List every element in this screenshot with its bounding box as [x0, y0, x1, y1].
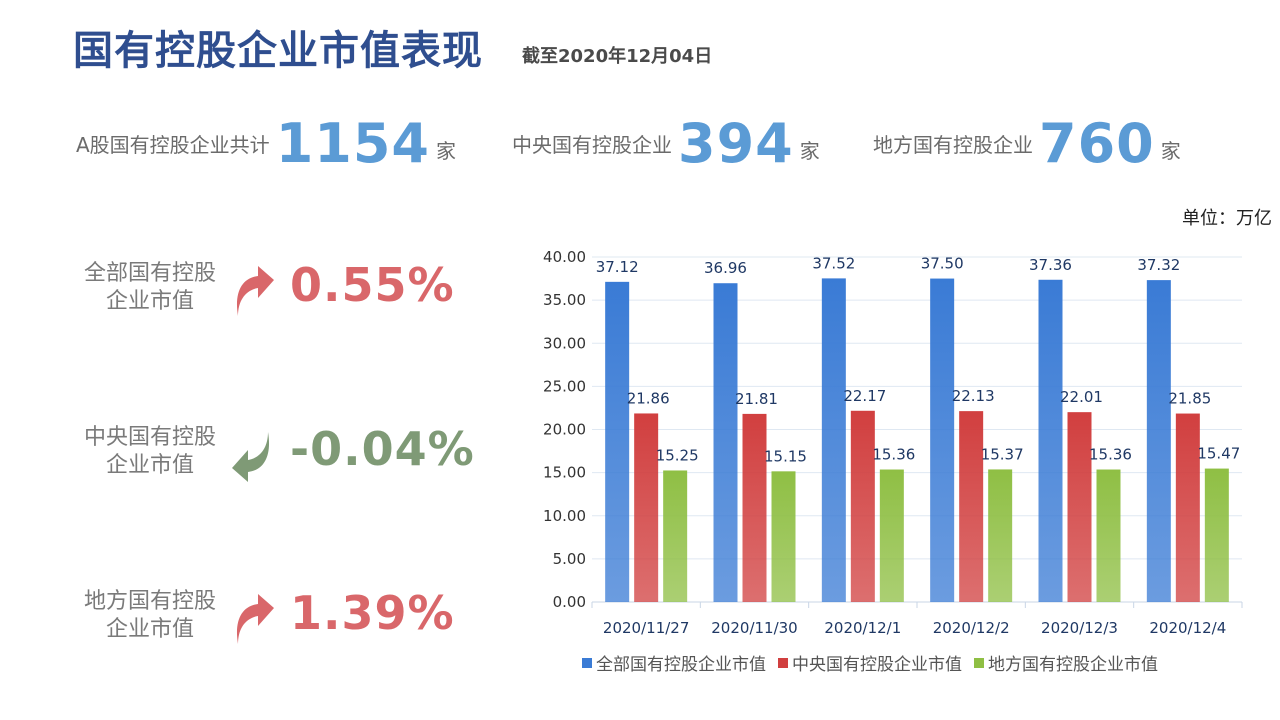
change-central-value: -0.04%: [290, 422, 475, 476]
stat-total-label: A股国有控股企业共计: [76, 132, 270, 157]
bar-local: [988, 469, 1013, 602]
data-label: 15.37: [981, 445, 1024, 463]
change-local-value: 1.39%: [290, 586, 455, 640]
y-tick-label: 30.00: [543, 334, 586, 352]
data-label: 37.12: [596, 258, 639, 276]
y-tick-label: 15.00: [543, 464, 586, 482]
x-tick-label: 2020/12/3: [1041, 619, 1118, 637]
stat-central-label: 中央国有控股企业: [512, 132, 672, 157]
arrow-up-icon: [236, 594, 274, 644]
y-tick-label: 35.00: [543, 291, 586, 309]
y-tick-label: 10.00: [543, 507, 586, 525]
y-tick-label: 20.00: [543, 421, 586, 439]
stat-central: 中央国有控股企业 394 家: [512, 108, 820, 178]
change-local-label-line1: 地方国有控股: [83, 589, 216, 614]
stat-central-value: 394: [678, 111, 794, 175]
legend-swatch-total: [582, 657, 592, 668]
bar-total: [930, 278, 955, 602]
arrow-up-icon: [236, 266, 274, 316]
change-local-label-line2: 企业市值: [105, 617, 194, 642]
data-label: 15.15: [764, 447, 807, 465]
data-label: 22.17: [843, 387, 886, 405]
x-tick-label: 2020/12/1: [824, 619, 901, 637]
bar-total: [1146, 280, 1171, 602]
chart-legend: 全部国有控股企业市值 中央国有控股企业市值 地方国有控股企业市值: [582, 650, 1158, 675]
bar-central: [742, 413, 767, 602]
y-tick-label: 5.00: [553, 550, 586, 568]
data-label: 21.81: [735, 390, 778, 408]
y-tick-label: 40.00: [543, 248, 586, 266]
legend-label-central: 中央国有控股企业市值: [792, 655, 962, 675]
data-label: 21.86: [627, 389, 670, 407]
stat-central-unit: 家: [799, 139, 820, 163]
bar-central: [634, 413, 659, 602]
x-tick-label: 2020/11/27: [603, 619, 689, 637]
legend-swatch-local: [974, 657, 984, 668]
stat-local: 地方国有控股企业 760 家: [873, 108, 1181, 178]
x-tick-label: 2020/12/4: [1149, 619, 1226, 637]
bar-central: [850, 410, 875, 602]
change-central-label: 中央国有控股 企业市值: [60, 424, 240, 480]
change-central-label-line1: 中央国有控股: [83, 425, 216, 450]
data-label: 37.32: [1137, 256, 1180, 274]
stat-total-value: 1154: [275, 111, 430, 175]
bar-total: [1038, 279, 1063, 602]
legend-item-total: 全部国有控股企业市值: [582, 650, 766, 675]
stat-local-label: 地方国有控股企业: [873, 132, 1033, 157]
stat-total: A股国有控股企业共计 1154 家: [76, 108, 456, 178]
legend-label-local: 地方国有控股企业市值: [988, 655, 1158, 675]
change-total: 全部国有控股 企业市值 0.55%: [40, 252, 520, 342]
data-label: 37.36: [1029, 256, 1072, 274]
stat-total-unit: 家: [435, 139, 456, 163]
bar-local: [1096, 469, 1121, 602]
y-tick-label: 0.00: [553, 593, 586, 611]
bar-total: [713, 283, 738, 602]
data-label: 21.85: [1168, 390, 1211, 408]
data-label: 15.47: [1197, 445, 1240, 463]
unit-note: 单位：万亿: [1182, 208, 1272, 229]
x-tick-label: 2020/11/30: [711, 619, 797, 637]
data-label: 22.01: [1060, 388, 1103, 406]
legend-item-local: 地方国有控股企业市值: [974, 650, 1158, 675]
change-local: 地方国有控股 企业市值 1.39%: [40, 580, 520, 670]
data-label: 15.25: [656, 446, 699, 464]
change-total-label: 全部国有控股 企业市值: [60, 260, 240, 316]
y-tick-label: 25.00: [543, 377, 586, 395]
change-central-label-line2: 企业市值: [105, 453, 194, 478]
bar-local: [771, 471, 796, 602]
bar-central: [959, 411, 984, 602]
data-label: 37.50: [921, 255, 964, 273]
data-label: 15.36: [1089, 446, 1132, 464]
legend-item-central: 中央国有控股企业市值: [778, 650, 962, 675]
change-central: 中央国有控股 企业市值 -0.04%: [40, 416, 520, 506]
change-total-label-line2: 企业市值: [105, 289, 194, 314]
data-label: 37.52: [812, 254, 855, 272]
bar-total: [605, 281, 630, 602]
bar-total: [821, 278, 846, 602]
stat-local-value: 760: [1039, 111, 1155, 175]
bar-central: [1175, 413, 1200, 602]
bar-local: [879, 469, 904, 602]
date-subtitle: 截至2020年12月04日: [522, 46, 713, 67]
change-total-value: 0.55%: [290, 258, 455, 312]
legend-swatch-central: [778, 657, 788, 668]
stat-local-unit: 家: [1160, 139, 1181, 163]
bar-central: [1067, 412, 1092, 602]
change-total-label-line1: 全部国有控股: [83, 261, 216, 286]
page-title: 国有控股企业市值表现: [73, 28, 483, 74]
data-label: 22.13: [952, 387, 995, 405]
bar-local: [1204, 468, 1229, 602]
data-label: 36.96: [704, 259, 747, 277]
bar-local: [663, 470, 688, 602]
change-local-label: 地方国有控股 企业市值: [60, 588, 240, 644]
market-cap-bar-chart: 0.00 5.00 10.00 15.00 20.00 25.00 30.00 35.00 40…: [543, 248, 1243, 637]
x-tick-label: 2020/12/2: [933, 619, 1010, 637]
legend-label-total: 全部国有控股企业市值: [596, 655, 766, 675]
data-label: 15.36: [872, 446, 915, 464]
arrow-down-icon: [232, 432, 270, 482]
